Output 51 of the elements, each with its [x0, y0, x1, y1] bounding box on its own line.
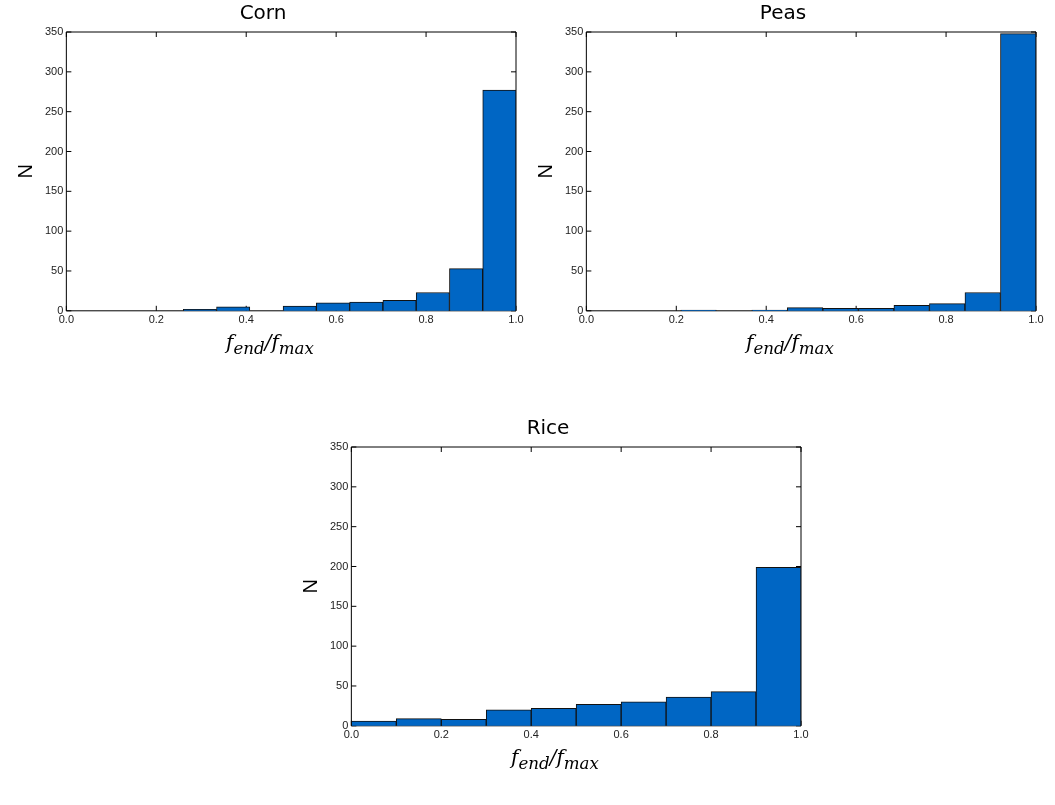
y-tick-label: 0	[577, 303, 584, 316]
y-axis-title: N	[13, 164, 36, 179]
y-tick-label: 150	[564, 184, 584, 197]
y-tick-label: 350	[44, 25, 64, 38]
y-tick-label: 200	[44, 144, 64, 157]
chart-title: Corn	[239, 0, 287, 25]
y-tick-label: 300	[329, 479, 349, 492]
y-tick-label: 150	[329, 599, 349, 612]
y-tick-label: 300	[564, 64, 584, 77]
x-tick-label: 0.2	[148, 313, 164, 326]
x-tick-label: 0.2	[433, 728, 449, 741]
x-tick-label: 0.0	[578, 313, 594, 326]
x-tick-label: 0.8	[703, 728, 719, 741]
x-tick-label: 0.8	[938, 313, 954, 326]
chart-title: Rice	[526, 415, 570, 440]
y-tick-label: 350	[564, 25, 584, 38]
y-tick-label: 50	[336, 679, 349, 691]
x-tick-label: 1.0	[1028, 313, 1044, 326]
x-tick-label: 0.4	[758, 313, 774, 326]
y-tick-label: 200	[329, 559, 349, 572]
x-tick-label: 0.8	[418, 313, 434, 326]
x-axis-title: f$_{end}$/f$_{max}$	[508, 745, 600, 773]
y-tick-label: 50	[51, 264, 64, 276]
x-tick-label: 0.6	[848, 313, 864, 326]
x-tick-label: 0.6	[613, 728, 629, 741]
x-tick-label: 1.0	[793, 728, 809, 741]
y-axis-title: N	[533, 164, 556, 179]
y-tick-label: 100	[329, 639, 349, 652]
x-tick-label: 0.0	[58, 313, 74, 326]
x-tick-label: 0.6	[328, 313, 344, 326]
x-tick-label: 0.0	[343, 728, 359, 741]
y-tick-label: 300	[44, 64, 64, 77]
y-tick-label: 100	[564, 224, 584, 237]
y-tick-label: 250	[44, 104, 64, 117]
y-tick-label: 200	[564, 144, 584, 157]
y-tick-label: 350	[329, 440, 349, 453]
y-tick-label: 250	[329, 519, 349, 532]
chart-title: Peas	[759, 0, 807, 25]
y-tick-label: 100	[44, 224, 64, 237]
y-tick-label: 50	[571, 264, 584, 276]
y-tick-label: 0	[342, 718, 349, 731]
x-axis-title: f$_{end}$/f$_{max}$	[223, 330, 315, 358]
x-tick-label: 1.0	[508, 313, 524, 326]
x-tick-label: 0.4	[523, 728, 539, 741]
x-tick-label: 0.4	[238, 313, 254, 326]
y-tick-label: 0	[57, 303, 64, 316]
y-tick-label: 250	[564, 104, 584, 117]
y-axis-title: N	[298, 579, 321, 594]
x-axis-title: f$_{end}$/f$_{max}$	[743, 330, 835, 358]
x-tick-label: 0.2	[668, 313, 684, 326]
y-tick-label: 150	[44, 184, 64, 197]
